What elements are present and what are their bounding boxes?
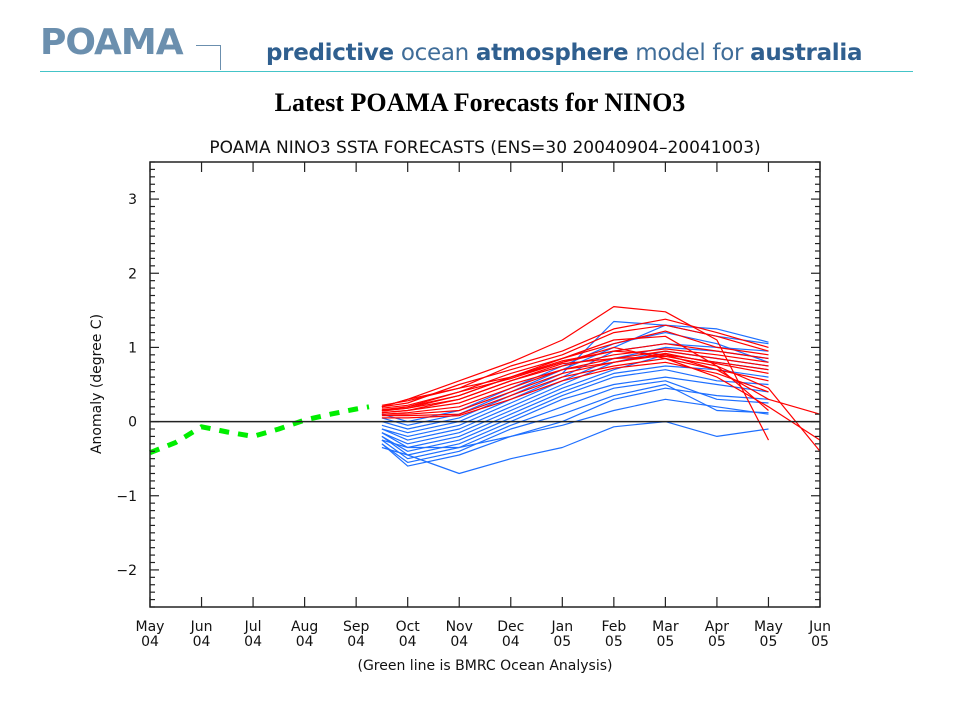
tagline-part: australia xyxy=(750,40,863,66)
x-axis-label: (Green line is BMRC Ocean Analysis) xyxy=(358,658,613,674)
x-tick-label-year: 04 xyxy=(193,634,211,650)
x-tick-label-year: 04 xyxy=(399,634,417,650)
x-tick-label-month: Jan xyxy=(551,619,574,635)
x-tick-label-month: Sep xyxy=(343,619,370,635)
ensemble-member-red-6 xyxy=(381,348,769,412)
x-tick-label-month: Jul xyxy=(244,619,262,635)
ensemble-member-blue-9 xyxy=(381,376,769,456)
x-tick-label-month: May xyxy=(754,619,783,635)
y-tick-label: 0 xyxy=(128,415,137,431)
tagline-part: ocean xyxy=(393,40,476,66)
tagline-part: atmosphere xyxy=(475,40,629,66)
page-title: Latest POAMA Forecasts for NINO3 xyxy=(274,88,686,117)
x-tick-label-year: 04 xyxy=(141,634,159,650)
tagline-part: predictive xyxy=(266,40,394,66)
x-tick-label-year: 05 xyxy=(656,634,674,650)
ensemble-member-blue-11 xyxy=(381,383,769,463)
x-tick-label-year: 05 xyxy=(605,634,623,650)
y-tick-label: 2 xyxy=(128,266,137,282)
header-tagline: predictive ocean atmosphere model for au… xyxy=(266,40,862,66)
plot-title: POAMA NINO3 SSTA FORECASTS (ENS=30 20040… xyxy=(209,138,760,158)
x-tick-label-month: Apr xyxy=(705,619,729,635)
x-tick-label-month: Nov xyxy=(446,619,473,635)
x-tick-label-year: 05 xyxy=(760,634,778,650)
x-tick-label-year: 05 xyxy=(811,634,829,650)
axes: −2−10123May04Jun04Jul04Aug04Sep04Oct04No… xyxy=(116,161,831,650)
header-rule xyxy=(40,71,913,72)
x-tick-label-month: Jun xyxy=(190,619,213,635)
x-tick-label-year: 04 xyxy=(347,634,365,650)
ensemble-member-red-11 xyxy=(381,350,821,415)
x-tick-label-month: May xyxy=(136,619,165,635)
x-tick-label-month: Aug xyxy=(291,619,318,635)
ensemble-member-red-1 xyxy=(381,306,770,441)
ensemble-member-red-12 xyxy=(381,346,821,441)
y-tick-label: −1 xyxy=(116,489,137,505)
x-tick-label-year: 04 xyxy=(450,634,468,650)
x-tick-label-month: Oct xyxy=(396,619,421,635)
y-tick-label: 3 xyxy=(128,192,137,208)
ensemble-member-blue-7 xyxy=(381,365,769,449)
ensemble-member-red-9 xyxy=(381,352,769,415)
ensemble-member-red-14 xyxy=(381,361,769,419)
x-tick-label-year: 04 xyxy=(244,634,262,650)
y-tick-label: 1 xyxy=(128,340,137,356)
x-tick-label-month: Feb xyxy=(601,619,626,635)
ensemble-member-red-10 xyxy=(381,355,821,452)
ensemble-member-blue-8 xyxy=(381,369,769,452)
x-tick-label-month: Dec xyxy=(497,619,524,635)
poama-logo: POAMA xyxy=(40,22,184,63)
ensemble-member-blue-14 xyxy=(381,398,769,449)
x-tick-label-month: Mar xyxy=(652,619,679,635)
logo-bracket-decoration xyxy=(196,45,221,70)
ensemble-member-red-15 xyxy=(381,335,769,411)
y-axis-label: Anomaly (degree C) xyxy=(89,314,105,454)
plot-area xyxy=(149,306,821,475)
x-tick-label-month: Jun xyxy=(808,619,831,635)
ensemble-member-red-3 xyxy=(381,324,769,408)
tagline-part: model for xyxy=(628,40,751,66)
x-tick-label-year: 05 xyxy=(708,634,726,650)
x-tick-label-year: 04 xyxy=(502,634,520,650)
ensemble-member-blue-13 xyxy=(381,421,769,475)
y-tick-label: −2 xyxy=(116,563,137,579)
analysis-line-green xyxy=(149,404,370,456)
x-tick-label-year: 04 xyxy=(296,634,314,650)
x-tick-label-year: 05 xyxy=(553,634,571,650)
ensemble-member-red-13 xyxy=(381,357,769,417)
